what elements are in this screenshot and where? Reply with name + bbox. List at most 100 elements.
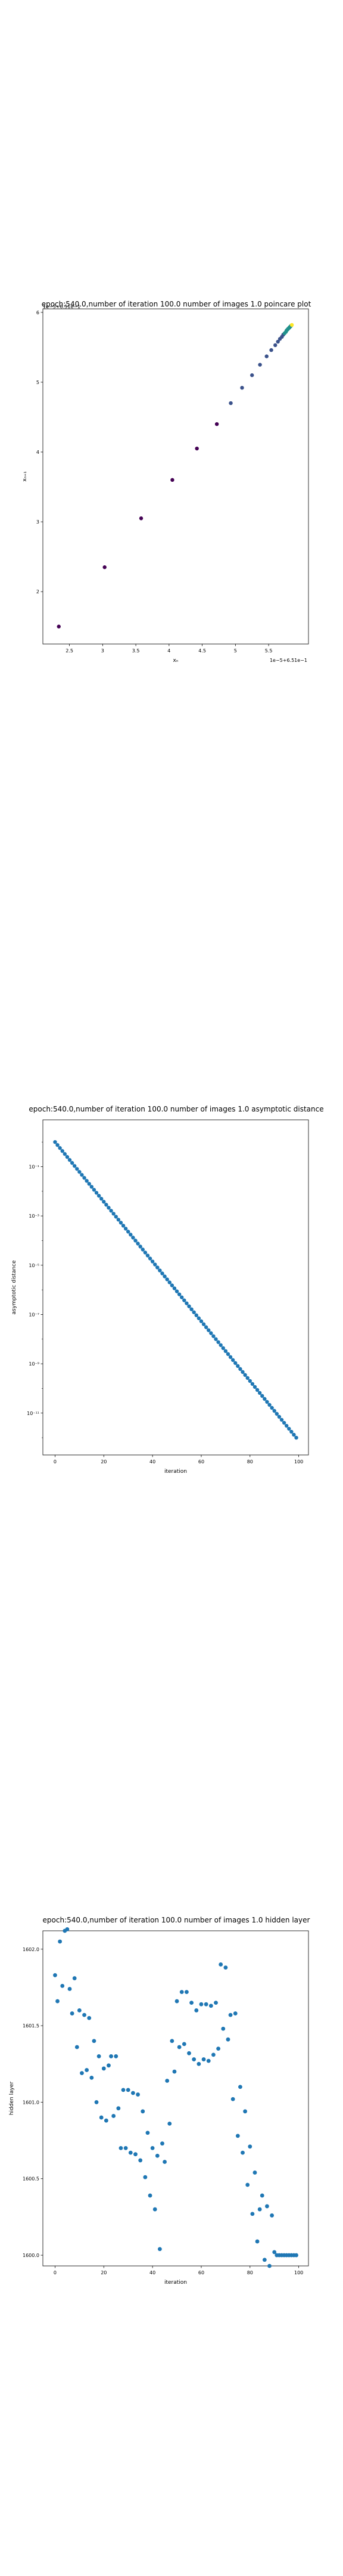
asymptotic-point — [189, 1307, 194, 1311]
poincare-y-tick-label: 4 — [36, 450, 39, 455]
hidden-layer-point — [126, 2088, 130, 2092]
hidden-layer-point — [141, 2109, 145, 2114]
asymptotic-point — [58, 1146, 62, 1150]
asymptotic-point — [270, 1405, 274, 1410]
poincare-point — [269, 348, 273, 352]
poincare-y-tick-label: 5 — [36, 380, 39, 385]
hidden-layer-point — [204, 2002, 208, 2007]
hidden-layer-point — [130, 2091, 135, 2095]
hidden-layer-point — [187, 2051, 191, 2055]
asymptotic-x-tick-label: 60 — [198, 1459, 204, 1465]
asymptotic-point — [287, 1426, 291, 1431]
hidden-layer-point — [260, 2193, 264, 2198]
hidden-layer-y-axis-label: hidden layer — [9, 2082, 15, 2116]
asymptotic-point — [75, 1167, 79, 1171]
asymptotic-point — [121, 1224, 126, 1228]
hidden-layer-point — [72, 1976, 77, 1980]
asymptotic-x-tick-label: 20 — [101, 1459, 107, 1465]
poincare-point — [139, 516, 144, 521]
asymptotic-x-tick-label: 0 — [54, 1459, 57, 1465]
hidden-layer-x-tick-label: 80 — [247, 2270, 253, 2275]
asymptotic-x-tick-label: 100 — [294, 1459, 303, 1465]
hidden-layer-point — [223, 1965, 228, 1970]
hidden-layer-x-tick-label: 20 — [101, 2270, 107, 2275]
asymptotic-point — [292, 1432, 296, 1437]
hidden-layer-point — [250, 2212, 255, 2216]
hidden-layer-point — [70, 2011, 74, 2015]
hidden-layer-point — [109, 2054, 113, 2058]
asymptotic-point — [219, 1343, 223, 1347]
hidden-layer-point — [94, 2100, 99, 2104]
hidden-layer-point — [257, 2207, 262, 2212]
asymptotic-point — [174, 1289, 179, 1293]
hidden-layer-point — [270, 2213, 275, 2218]
hidden-layer-point — [185, 1990, 189, 1995]
asymptotic-point — [158, 1268, 162, 1272]
hidden-layer-x-tick-label: 0 — [54, 2270, 57, 2275]
asymptotic-point — [216, 1340, 220, 1344]
asymptotic-point — [170, 1283, 174, 1287]
asymptotic-point — [199, 1319, 204, 1323]
poincare-point — [273, 343, 277, 348]
hidden-layer-point — [155, 2153, 160, 2158]
poincare-point — [170, 478, 174, 482]
poincare-x-tick-label: 4 — [167, 648, 170, 654]
asymptotic-y-axis-label: asymptotic distance — [11, 1260, 17, 1314]
asymptotic-y-tick-label: 10⁻⁹ — [29, 1361, 39, 1367]
asymptotic-point — [70, 1161, 74, 1165]
hidden-layer-point — [67, 1987, 72, 1991]
asymptotic-point — [133, 1239, 138, 1243]
asymptotic-y-tick-label: 10⁻¹¹ — [27, 1411, 39, 1416]
hidden-layer-point — [238, 2085, 242, 2089]
asymptotic-point — [107, 1206, 111, 1210]
asymptotic-point — [167, 1280, 172, 1284]
asymptotic-point — [53, 1140, 57, 1144]
asymptotic-y-tick-label: 10⁻⁵ — [29, 1263, 39, 1268]
asymptotic-y-tick-label: 10⁻³ — [29, 1213, 39, 1219]
asymptotic-point — [192, 1310, 196, 1314]
hidden-layer-point — [235, 2134, 240, 2138]
hidden-layer-plot-area — [42, 1930, 309, 2267]
asymptotic-point — [85, 1179, 89, 1183]
hidden-layer-point — [265, 2204, 269, 2209]
hidden-layer-point — [121, 2088, 126, 2092]
hidden-layer-point — [179, 1990, 184, 1995]
hidden-layer-point — [226, 2037, 230, 2042]
hidden-layer-point — [87, 2015, 92, 2020]
asymptotic-point — [111, 1212, 116, 1216]
asymptotic-point — [131, 1236, 135, 1240]
asymptotic-y-tick-label: 10⁻⁷ — [29, 1312, 39, 1317]
asymptotic-point — [150, 1259, 155, 1264]
asymptotic-point — [165, 1277, 169, 1281]
hidden-layer-x-tick-label: 100 — [294, 2270, 303, 2275]
hidden-layer-x-axis: 0 20 40 60 80 100 — [54, 2266, 303, 2275]
poincare-x-tick-label: 3 — [101, 648, 104, 654]
hidden-layer-point — [152, 2207, 157, 2212]
asymptotic-x-axis: 0 20 40 60 80 100 — [54, 1455, 303, 1465]
poincare-y-axis-label: xₙ₊₁ — [22, 471, 28, 482]
asymptotic-point — [141, 1247, 145, 1252]
asymptotic-point — [143, 1250, 148, 1255]
asymptotic-point — [238, 1367, 242, 1371]
asymptotic-point — [94, 1191, 99, 1195]
hidden-layer-point — [143, 2175, 148, 2179]
asymptotic-point — [177, 1292, 182, 1296]
poincare-points — [57, 323, 294, 628]
asymptotic-point — [250, 1382, 255, 1386]
asymptotic-point — [267, 1402, 272, 1407]
hidden-layer-point — [77, 2008, 82, 2012]
hidden-layer-point — [243, 2109, 248, 2114]
hidden-layer-point — [145, 2131, 150, 2135]
hidden-layer-point — [80, 2071, 84, 2076]
poincare-plot-area — [42, 308, 309, 645]
asymptotic-point — [72, 1164, 77, 1168]
asymptotic-point — [153, 1262, 157, 1267]
hidden-layer-point — [221, 2026, 226, 2031]
asymptotic-point — [197, 1316, 201, 1320]
asymptotic-point — [272, 1408, 276, 1413]
hidden-layer-chart: epoch:540.0,number of iteration 100.0 nu… — [9, 1916, 310, 2286]
asymptotic-point — [89, 1185, 94, 1189]
poincare-point — [289, 323, 294, 327]
asymptotic-point — [80, 1173, 84, 1177]
